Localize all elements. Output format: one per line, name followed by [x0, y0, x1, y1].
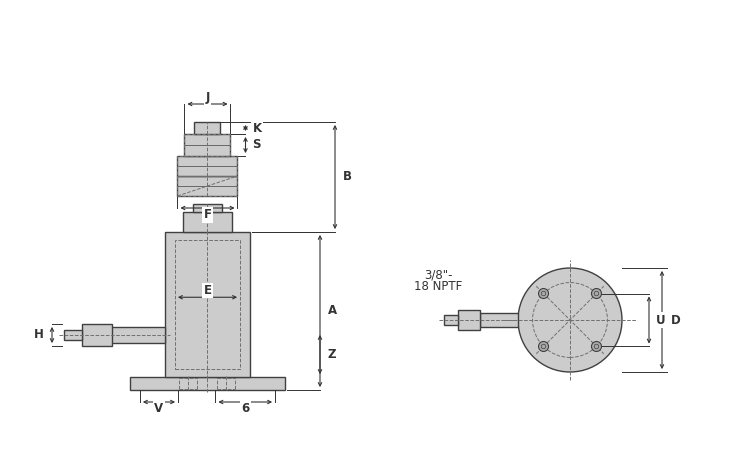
Text: A: A — [328, 305, 337, 318]
Bar — [165, 232, 250, 377]
Bar — [444, 315, 458, 325]
Bar — [82, 324, 112, 346]
Text: F: F — [204, 208, 212, 221]
Bar — [480, 313, 518, 327]
Bar — [177, 156, 237, 176]
Text: K: K — [253, 122, 262, 135]
Text: B: B — [343, 171, 352, 184]
Text: 6: 6 — [241, 402, 249, 415]
Bar — [183, 212, 232, 232]
Bar — [110, 327, 165, 343]
Circle shape — [518, 268, 622, 372]
Bar — [177, 156, 237, 176]
Text: 18 NPTF: 18 NPTF — [414, 280, 462, 293]
Text: H: H — [34, 328, 44, 342]
Bar — [177, 176, 237, 196]
Circle shape — [539, 288, 548, 298]
Text: 3/8"-: 3/8"- — [424, 269, 452, 282]
Circle shape — [592, 288, 601, 298]
Text: E: E — [204, 284, 212, 297]
Bar — [64, 330, 82, 340]
Circle shape — [592, 342, 601, 351]
Bar — [175, 240, 240, 369]
Bar — [195, 122, 220, 134]
Text: Z: Z — [328, 348, 337, 361]
Circle shape — [539, 342, 548, 351]
Text: V: V — [154, 402, 164, 415]
Text: U: U — [656, 314, 666, 327]
Bar — [184, 134, 231, 156]
Text: S: S — [253, 139, 261, 152]
Bar — [184, 134, 231, 156]
Text: J: J — [205, 90, 209, 104]
Bar — [130, 377, 285, 390]
Bar — [458, 310, 480, 330]
Bar — [177, 176, 237, 196]
Text: D: D — [671, 314, 681, 327]
Bar — [193, 204, 222, 212]
